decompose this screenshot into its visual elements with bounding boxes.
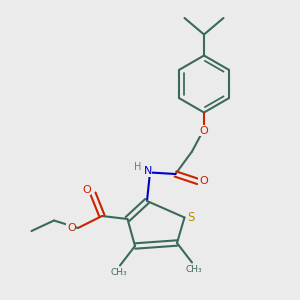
Text: CH₃: CH₃ <box>185 265 202 274</box>
Text: O: O <box>82 185 91 195</box>
Text: CH₃: CH₃ <box>110 268 127 277</box>
Text: O: O <box>200 125 208 136</box>
Text: O: O <box>67 223 76 233</box>
Text: N: N <box>143 166 152 176</box>
Text: S: S <box>187 211 194 224</box>
Text: O: O <box>199 176 208 187</box>
Text: H: H <box>134 162 141 172</box>
